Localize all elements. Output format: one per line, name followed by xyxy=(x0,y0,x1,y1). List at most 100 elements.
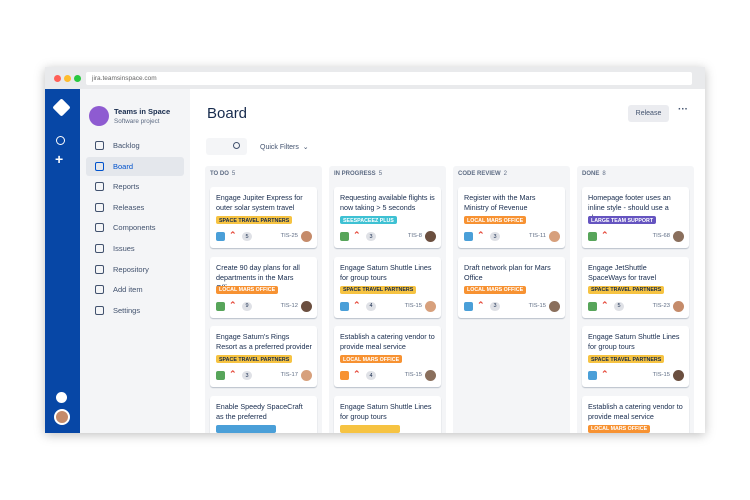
issue-type-icon xyxy=(340,232,349,241)
priority-icon: ⌃ xyxy=(601,299,609,310)
column-count: 5 xyxy=(378,171,383,177)
issue-type-icon xyxy=(464,232,473,241)
assignee-avatar[interactable] xyxy=(549,231,560,242)
nav-item[interactable]: Backlog xyxy=(86,136,184,155)
quick-filters-label[interactable]: Quick Filters xyxy=(260,144,299,151)
nav-item[interactable]: Repository xyxy=(86,260,184,279)
release-button[interactable]: Release xyxy=(628,105,669,122)
assignee-avatar[interactable] xyxy=(549,300,560,312)
issue-card[interactable]: Engage Saturn Shuttle Lines for group to… xyxy=(582,326,689,387)
priority-icon: ⌃ xyxy=(229,230,237,240)
issue-card[interactable]: Establish a catering vendor to provide m… xyxy=(334,326,441,387)
issue-card[interactable]: Enable Speedy SpaceCraft as the preferre… xyxy=(210,395,317,433)
help-icon[interactable] xyxy=(56,392,67,403)
card-title[interactable]: Engage Saturn Shuttle Lines for group to… xyxy=(588,332,680,351)
issue-card[interactable]: Engage Saturn Shuttle Lines for group to… xyxy=(334,256,441,318)
search-box[interactable] xyxy=(206,138,247,155)
issue-key[interactable]: TIS-8 xyxy=(407,233,422,239)
priority-icon: ⌃ xyxy=(229,369,237,379)
card-title[interactable]: Draft network plan for Mars Office xyxy=(464,262,551,282)
card-title[interactable]: Engage Saturn Shuttle Lines for group to… xyxy=(340,262,432,282)
card-title[interactable]: Establish a catering vendor to provide m… xyxy=(588,401,683,421)
browser-window: jira.teamsinspace.com + Teams in Space S… xyxy=(45,67,705,433)
nav-label[interactable]: Issues xyxy=(113,244,135,253)
card-title[interactable]: Engage Jupiter Express for outer solar s… xyxy=(216,193,303,212)
user-avatar[interactable] xyxy=(54,409,70,425)
assignee-avatar[interactable] xyxy=(673,231,684,242)
nav-label[interactable]: Reports xyxy=(113,182,140,192)
create-icon[interactable]: + xyxy=(55,151,64,167)
issue-key[interactable]: TIS-68 xyxy=(652,233,670,239)
issue-card[interactable]: Engage Jupiter Express for outer solar s… xyxy=(210,187,317,248)
issue-key[interactable]: TIS-11 xyxy=(529,233,546,239)
url-field[interactable]: jira.teamsinspace.com xyxy=(86,72,692,85)
assignee-avatar[interactable] xyxy=(301,370,312,381)
card-title[interactable]: Register with the Mars Ministry of Reven… xyxy=(464,193,536,212)
board-column: CODE REVIEW 2 Register with the Mars Minis… xyxy=(453,166,570,433)
nav-label[interactable]: Add item xyxy=(113,285,143,295)
card-footer: ⌃ TIS-15 xyxy=(588,369,684,382)
nav-label[interactable]: Board xyxy=(113,161,134,171)
card-label: LOCAL MARS OFFICE xyxy=(588,424,651,433)
nav-icon xyxy=(95,161,104,171)
card-label: SPACE TRAVEL PARTNERS xyxy=(216,216,293,224)
more-button[interactable]: ··· xyxy=(678,104,688,115)
logo[interactable] xyxy=(52,98,71,117)
issue-card[interactable]: Engage Saturn's Rings Resort as a prefer… xyxy=(210,326,317,387)
assignee-avatar[interactable] xyxy=(673,300,684,312)
search-icon[interactable] xyxy=(56,136,65,145)
card-footer: ⌃ 3 TIS-11 xyxy=(464,230,560,243)
issue-card[interactable]: Create 90 day plans for all departments … xyxy=(210,256,317,318)
nav-item[interactable]: Issues xyxy=(86,239,184,258)
assignee-avatar[interactable] xyxy=(301,231,312,242)
priority-icon: ⌃ xyxy=(353,369,361,379)
nav-item[interactable]: Add item xyxy=(86,280,184,299)
nav-label[interactable]: Repository xyxy=(113,264,149,274)
card-title[interactable]: Enable Speedy SpaceCraft as the preferre… xyxy=(216,401,303,421)
assignee-avatar[interactable] xyxy=(673,370,684,381)
nav-label[interactable]: Releases xyxy=(113,202,145,212)
issue-key[interactable]: TIS-15 xyxy=(404,372,422,378)
nav-icon xyxy=(95,285,104,295)
card-title[interactable]: Establish a catering vendor to provide m… xyxy=(340,332,435,351)
issue-card[interactable]: Requesting available flights is now taki… xyxy=(334,187,441,248)
min-dot[interactable] xyxy=(64,75,71,82)
nav-label[interactable]: Backlog xyxy=(113,141,140,150)
assignee-avatar[interactable] xyxy=(425,231,436,242)
issue-key[interactable]: TIS-15 xyxy=(652,372,670,378)
issue-key[interactable]: TIS-15 xyxy=(528,302,546,309)
nav-icon xyxy=(95,202,104,212)
close-dot[interactable] xyxy=(54,75,61,82)
card-title[interactable]: Engage Saturn Shuttle Lines for group to… xyxy=(340,401,432,421)
assignee-avatar[interactable] xyxy=(301,300,312,312)
issue-key[interactable]: TIS-25 xyxy=(280,233,298,239)
issue-card[interactable]: Engage JetShuttle SpaceWays for travel SP… xyxy=(582,256,689,318)
card-title[interactable]: Engage Saturn's Rings Resort as a prefer… xyxy=(216,332,312,351)
card-title[interactable]: Engage JetShuttle SpaceWays for travel xyxy=(588,262,657,282)
issue-card[interactable]: Homepage footer uses an inline style - s… xyxy=(582,187,689,248)
quick-filters[interactable]: Quick Filters ⌄ xyxy=(260,144,309,151)
max-dot[interactable] xyxy=(74,75,81,82)
nav-item[interactable]: Releases xyxy=(86,198,184,217)
card-label xyxy=(216,424,276,433)
issue-key[interactable]: TIS-23 xyxy=(652,302,670,309)
card-title[interactable]: Requesting available flights is now taki… xyxy=(340,193,435,212)
nav-item[interactable]: Settings xyxy=(86,301,184,320)
nav-label[interactable]: Components xyxy=(113,223,156,233)
assignee-avatar[interactable] xyxy=(425,370,436,381)
nav-item[interactable]: Board xyxy=(86,156,184,176)
issue-card[interactable]: Engage Saturn Shuttle Lines for group to… xyxy=(334,395,441,433)
column-header: TO DO 5 xyxy=(210,171,235,177)
priority-icon: ⌃ xyxy=(477,230,485,240)
nav-item[interactable]: Components xyxy=(86,218,184,237)
issue-card[interactable]: Register with the Mars Ministry of Reven… xyxy=(458,187,565,248)
assignee-avatar[interactable] xyxy=(425,300,436,312)
nav-item[interactable]: Reports xyxy=(86,177,184,196)
issue-key[interactable]: TIS-15 xyxy=(404,302,422,309)
nav-label[interactable]: Settings xyxy=(113,305,141,315)
issue-key[interactable]: TIS-17 xyxy=(280,372,298,378)
issue-card[interactable]: Draft network plan for Mars Office LOCAL … xyxy=(458,256,565,318)
issue-key[interactable]: TIS-12 xyxy=(280,302,298,309)
issue-card[interactable]: Establish a catering vendor to provide m… xyxy=(582,395,689,433)
